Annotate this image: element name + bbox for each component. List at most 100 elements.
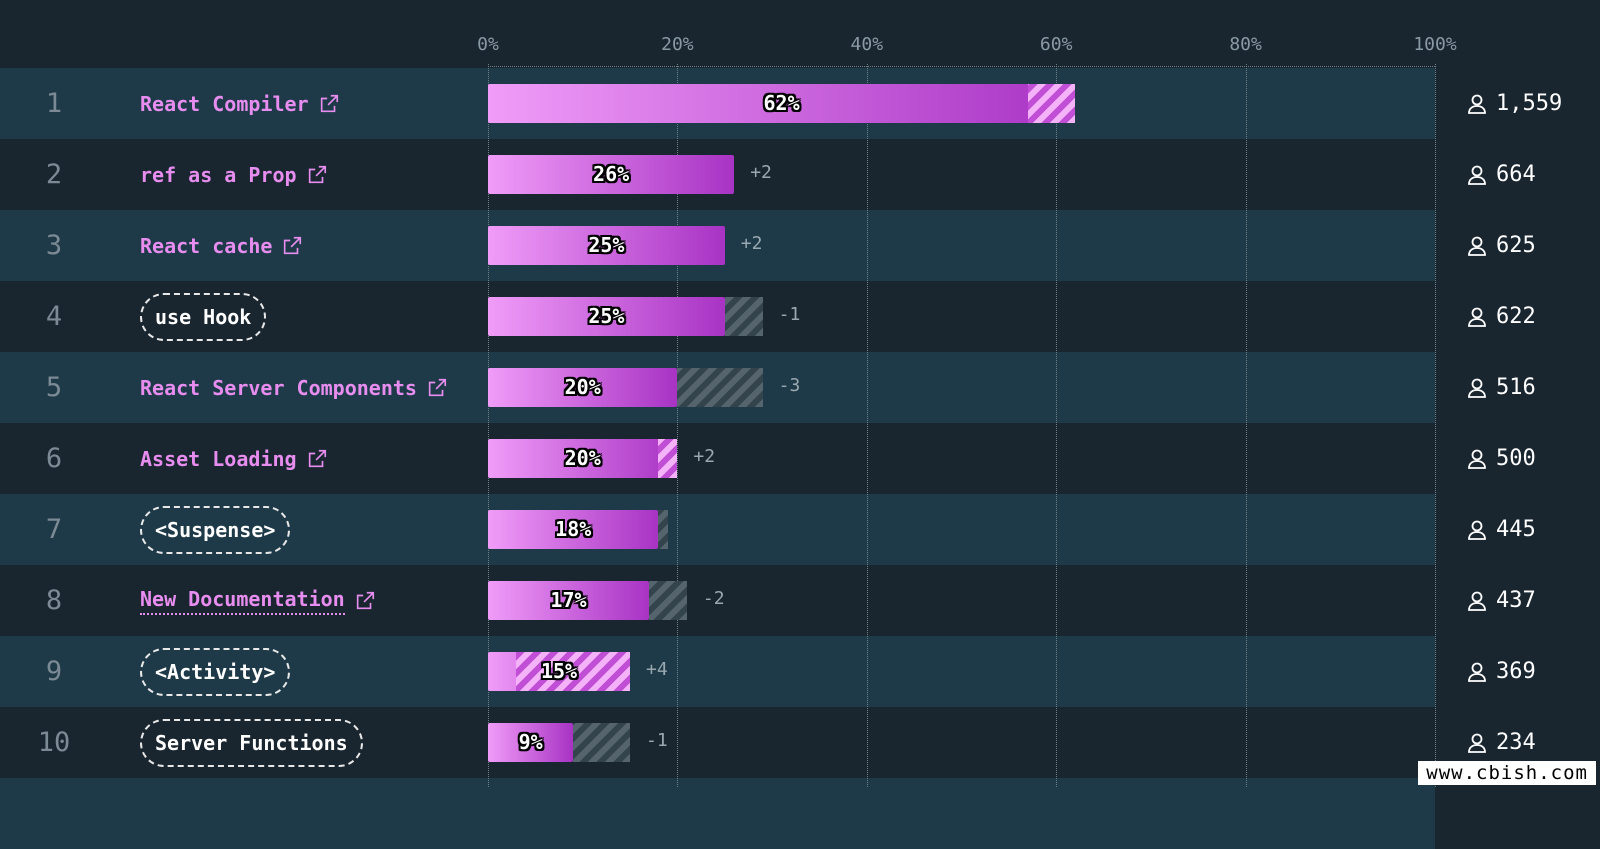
gridline xyxy=(1056,64,1058,787)
external-link-icon xyxy=(426,377,448,399)
decrease-segment xyxy=(648,581,687,620)
count-value: 234 xyxy=(1496,730,1536,755)
bar xyxy=(488,155,735,194)
rank-number: 4 xyxy=(45,301,63,332)
feature-pill[interactable]: use Hook xyxy=(140,281,267,352)
data-label: 9% xyxy=(518,730,543,754)
gridline xyxy=(866,64,868,787)
feature-pill[interactable]: <Activity> xyxy=(140,636,291,707)
feature-name: <Suspense> xyxy=(140,505,291,554)
rank-number: 6 xyxy=(45,443,63,474)
external-link-icon xyxy=(318,93,340,115)
feature-link[interactable]: React cache xyxy=(140,210,303,281)
feature-link[interactable]: React Compiler xyxy=(140,68,340,139)
rank-change: +2 xyxy=(693,446,716,467)
data-label: 25% xyxy=(588,304,625,328)
rank-change: +4 xyxy=(646,659,668,680)
rank-number: 10 xyxy=(37,727,71,758)
rank-change: +2 xyxy=(750,162,772,183)
user-icon xyxy=(1467,235,1487,257)
decrease-segment xyxy=(677,368,763,407)
decrease-segment xyxy=(724,297,763,336)
x-tick-label: 60% xyxy=(1039,34,1073,55)
gridline xyxy=(488,64,489,787)
feature-name: Asset Loading xyxy=(140,446,297,471)
feature-link[interactable]: ref as a Prop xyxy=(140,139,328,210)
increase-segment xyxy=(516,652,631,691)
user-icon xyxy=(1467,164,1487,186)
respondent-count: 664 xyxy=(1467,139,1536,210)
data-label: 15% xyxy=(540,659,578,683)
decrease-segment xyxy=(658,510,668,549)
feature-name: Server Functions xyxy=(140,718,363,767)
decrease-segment xyxy=(573,723,631,762)
rank-change: -1 xyxy=(646,730,668,751)
rank-change: -3 xyxy=(778,375,801,396)
rank-number: 3 xyxy=(45,230,63,261)
respondent-count: 437 xyxy=(1467,565,1536,636)
feature-link[interactable]: Asset Loading xyxy=(140,423,328,494)
gridline xyxy=(1435,64,1436,787)
bar xyxy=(488,84,1076,123)
feature-link[interactable]: New Documentation xyxy=(140,565,376,636)
increase-segment xyxy=(1027,84,1076,123)
data-label: 20% xyxy=(564,446,601,470)
rank-number: 8 xyxy=(45,585,63,616)
feature-pill[interactable]: <Suspense> xyxy=(140,494,291,565)
bar xyxy=(488,439,678,478)
respondent-count: 622 xyxy=(1467,281,1536,352)
feature-name: React Compiler xyxy=(140,91,309,116)
respondent-count: 369 xyxy=(1467,636,1536,707)
row-background xyxy=(0,778,1435,849)
feature-name: React cache xyxy=(140,233,273,258)
rank-number: 9 xyxy=(45,656,63,687)
bar xyxy=(488,226,725,265)
data-label: 25% xyxy=(588,233,625,257)
feature-name: New Documentation xyxy=(140,587,345,615)
external-link-icon xyxy=(354,590,376,612)
data-label: 17% xyxy=(550,588,587,612)
user-icon xyxy=(1467,306,1487,328)
user-icon xyxy=(1467,590,1487,612)
increase-segment xyxy=(658,439,678,478)
bar xyxy=(488,581,649,620)
rank-number: 1 xyxy=(45,88,63,119)
axis-top-line xyxy=(488,66,1435,67)
x-tick-label: 100% xyxy=(1413,34,1457,55)
data-label: 26% xyxy=(593,162,630,186)
count-value: 500 xyxy=(1496,446,1536,471)
count-value: 664 xyxy=(1496,162,1536,187)
count-value: 437 xyxy=(1496,588,1536,613)
respondent-count: 500 xyxy=(1467,423,1536,494)
x-tick-label: 40% xyxy=(850,34,884,55)
count-value: 369 xyxy=(1496,659,1536,684)
feature-name: ref as a Prop xyxy=(140,162,297,187)
feature-link[interactable]: React Server Components xyxy=(140,352,448,423)
user-icon xyxy=(1467,93,1487,115)
user-icon xyxy=(1467,661,1487,683)
rank-change: -2 xyxy=(702,588,725,609)
rank-change: -1 xyxy=(778,304,801,325)
external-link-icon xyxy=(306,448,328,470)
respondent-count: 625 xyxy=(1467,210,1536,281)
count-value: 445 xyxy=(1496,517,1536,542)
feature-name: React Server Components xyxy=(140,375,417,400)
count-value: 625 xyxy=(1496,233,1536,258)
rank-change: +2 xyxy=(740,233,763,254)
respondent-count: 516 xyxy=(1467,352,1536,423)
external-link-icon xyxy=(281,235,303,257)
feature-name: <Activity> xyxy=(140,647,291,696)
x-tick-label: 0% xyxy=(477,34,499,55)
rank-number: 2 xyxy=(45,159,63,190)
x-tick-label: 80% xyxy=(1229,34,1262,55)
feature-pill[interactable]: Server Functions xyxy=(140,707,363,778)
user-icon xyxy=(1467,732,1487,754)
watermark: www.cbish.com xyxy=(1418,761,1596,785)
data-label: 18% xyxy=(555,517,592,541)
respondent-count: 234 xyxy=(1467,707,1536,778)
data-label: 62% xyxy=(763,91,800,115)
x-tick-label: 20% xyxy=(661,34,694,55)
bar xyxy=(488,368,678,407)
bar xyxy=(488,510,659,549)
count-value: 1,559 xyxy=(1496,91,1563,116)
